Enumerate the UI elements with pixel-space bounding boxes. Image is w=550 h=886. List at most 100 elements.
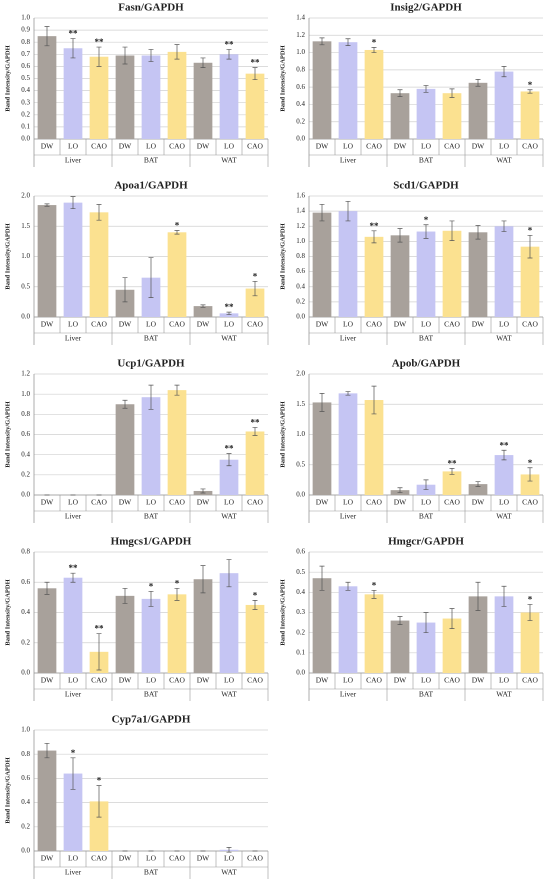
bar bbox=[63, 202, 83, 317]
bar bbox=[364, 49, 384, 139]
y-tick-label: 2.0 bbox=[21, 192, 30, 200]
bar bbox=[442, 618, 462, 673]
x-tick-label: DW bbox=[41, 498, 54, 507]
error-bar bbox=[148, 257, 154, 298]
y-axis-label: Band Intensity/GAPDH bbox=[279, 579, 286, 645]
error-bar bbox=[475, 481, 481, 487]
x-tick-label: DW bbox=[472, 676, 485, 685]
bar bbox=[219, 459, 239, 495]
x-tick-label: CAO bbox=[522, 320, 538, 329]
bar bbox=[89, 212, 109, 317]
error-bar bbox=[44, 581, 50, 595]
bar bbox=[115, 55, 135, 140]
error-bar bbox=[252, 67, 258, 81]
x-tick-label: CAO bbox=[444, 676, 460, 685]
error-bar bbox=[174, 44, 180, 60]
x-tick-label: DW bbox=[472, 320, 485, 329]
group-label: BAT bbox=[419, 334, 434, 343]
bar bbox=[520, 612, 540, 673]
group-label: WAT bbox=[221, 512, 237, 521]
chart-title: Apoa1/GAPDH bbox=[114, 180, 188, 192]
y-tick-label: 0.4 bbox=[296, 100, 305, 108]
significance: * bbox=[253, 590, 258, 600]
error-bar bbox=[122, 46, 128, 65]
significance: ** bbox=[448, 458, 458, 468]
bar bbox=[37, 205, 57, 317]
bar bbox=[338, 211, 358, 317]
y-tick-label: 0.0 bbox=[21, 847, 30, 855]
x-tick-label: CAO bbox=[366, 320, 382, 329]
y-tick-label: 0.2 bbox=[296, 117, 305, 125]
y-axis-label: Band Intensity/GAPDH bbox=[279, 45, 286, 111]
bar bbox=[364, 400, 384, 495]
significance: ** bbox=[95, 624, 105, 634]
x-tick-label: CAO bbox=[169, 676, 185, 685]
x-tick-label: CAO bbox=[444, 498, 460, 507]
bar bbox=[442, 471, 462, 495]
y-tick-label: 0.2 bbox=[21, 110, 30, 118]
bar bbox=[219, 313, 239, 317]
x-tick-label: CAO bbox=[169, 498, 185, 507]
x-tick-label: LO bbox=[146, 142, 157, 151]
significance: ** bbox=[370, 221, 380, 231]
error-bar bbox=[148, 49, 154, 62]
bar bbox=[141, 397, 161, 495]
y-tick-label: 1.2 bbox=[21, 370, 30, 378]
error-bar bbox=[397, 89, 403, 97]
group-label: Liver bbox=[340, 512, 357, 521]
y-tick-label: 1.0 bbox=[21, 252, 30, 260]
error-bar bbox=[501, 585, 507, 607]
error-bar bbox=[527, 604, 533, 621]
x-tick-label: LO bbox=[421, 320, 432, 329]
y-axis-label: Band Intensity/GAPDH bbox=[4, 401, 11, 467]
x-tick-label: LO bbox=[343, 142, 354, 151]
x-tick-label: CAO bbox=[169, 142, 185, 151]
bar bbox=[219, 54, 239, 139]
y-tick-label: 0.0 bbox=[21, 669, 30, 677]
x-tick-label: DW bbox=[316, 142, 329, 151]
y-tick-label: 0.4 bbox=[21, 450, 30, 458]
bar bbox=[338, 42, 358, 140]
error-bar bbox=[527, 467, 533, 482]
x-tick-label: DW bbox=[472, 498, 485, 507]
group-label: WAT bbox=[221, 690, 237, 699]
group-label: BAT bbox=[144, 334, 159, 343]
error-bar bbox=[44, 742, 50, 759]
error-bar bbox=[70, 757, 76, 790]
x-tick-label: DW bbox=[41, 676, 54, 685]
error-bar bbox=[371, 230, 377, 244]
x-tick-label: CAO bbox=[522, 142, 538, 151]
x-tick-label: CAO bbox=[169, 854, 185, 863]
bar bbox=[89, 801, 109, 851]
x-tick-label: LO bbox=[343, 676, 354, 685]
chart-title: Ucp1/GAPDH bbox=[117, 358, 185, 370]
x-tick-label: DW bbox=[197, 676, 210, 685]
x-tick-label: DW bbox=[316, 498, 329, 507]
y-tick-label: 0.0 bbox=[296, 135, 305, 143]
group-label: WAT bbox=[496, 334, 512, 343]
y-tick-label: 0.8 bbox=[21, 38, 30, 46]
x-tick-label: DW bbox=[316, 676, 329, 685]
y-tick-label: 0.6 bbox=[296, 267, 305, 275]
x-tick-label: LO bbox=[343, 498, 354, 507]
x-tick-label: DW bbox=[394, 142, 407, 151]
y-tick-label: 0.4 bbox=[296, 282, 305, 290]
y-tick-label: 1.0 bbox=[21, 726, 30, 734]
bar bbox=[167, 232, 187, 317]
chart-title: Cyp7a1/GAPDH bbox=[112, 714, 191, 726]
error-bar bbox=[397, 616, 403, 625]
error-bar bbox=[319, 37, 325, 46]
y-tick-label: 1.0 bbox=[296, 430, 305, 438]
error-bar bbox=[397, 487, 403, 493]
y-tick-label: 1.2 bbox=[296, 222, 305, 230]
y-tick-label: 1.4 bbox=[296, 207, 305, 215]
y-tick-label: 0.5 bbox=[21, 74, 30, 82]
x-tick-label: DW bbox=[41, 320, 54, 329]
error-bar bbox=[226, 847, 232, 853]
significance: * bbox=[71, 748, 76, 758]
significance: ** bbox=[69, 29, 79, 39]
error-bar bbox=[501, 449, 507, 461]
error-bar bbox=[527, 89, 533, 94]
chart-title: Apob/GAPDH bbox=[392, 358, 461, 370]
x-tick-label: CAO bbox=[366, 142, 382, 151]
